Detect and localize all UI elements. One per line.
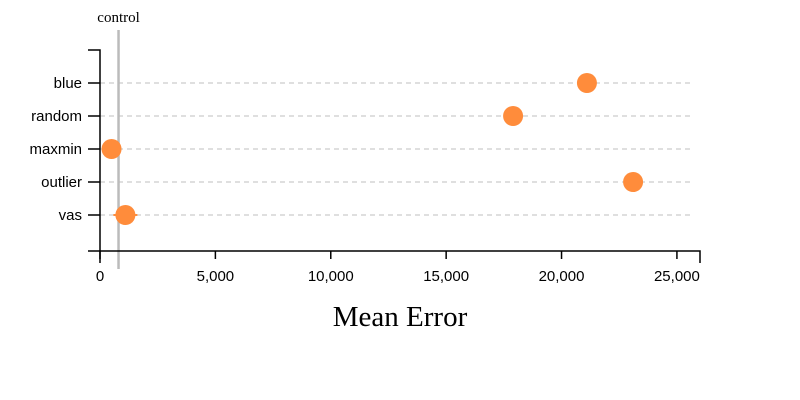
axes	[88, 49, 701, 263]
data-point-random	[503, 106, 524, 126]
y-axis	[88, 49, 101, 252]
data-point-blue	[576, 73, 597, 93]
x-axis-ticks: 0 5,000 10,000 15,000 20,000 25,000	[96, 251, 700, 285]
x-tick-label-0: 0	[96, 268, 104, 285]
x-tick-label-5000: 5,000	[197, 268, 235, 285]
grid-lines	[100, 82, 693, 216]
x-tick-label-25000: 25,000	[654, 268, 700, 285]
data-point-outlier	[623, 172, 644, 192]
x-tick-label-15000: 15,000	[423, 268, 469, 285]
data-points	[101, 73, 644, 225]
y-tick-label-vas: vas	[59, 207, 82, 224]
y-tick-label-blue: blue	[54, 75, 82, 92]
x-axis	[99, 250, 701, 263]
y-tick-label-maxmin: maxmin	[29, 141, 82, 158]
x-axis-title: Mean Error	[333, 301, 468, 333]
data-point-maxmin	[101, 139, 122, 159]
y-tick-label-outlier: outlier	[41, 174, 82, 191]
x-tick-label-10000: 10,000	[308, 268, 354, 285]
y-tick-label-random: random	[31, 108, 82, 125]
y-axis-ticks: blue random maxmin outlier vas	[29, 75, 100, 224]
data-point-vas	[115, 205, 136, 225]
control-reference-label: control	[97, 10, 140, 26]
x-tick-label-20000: 20,000	[539, 268, 585, 285]
